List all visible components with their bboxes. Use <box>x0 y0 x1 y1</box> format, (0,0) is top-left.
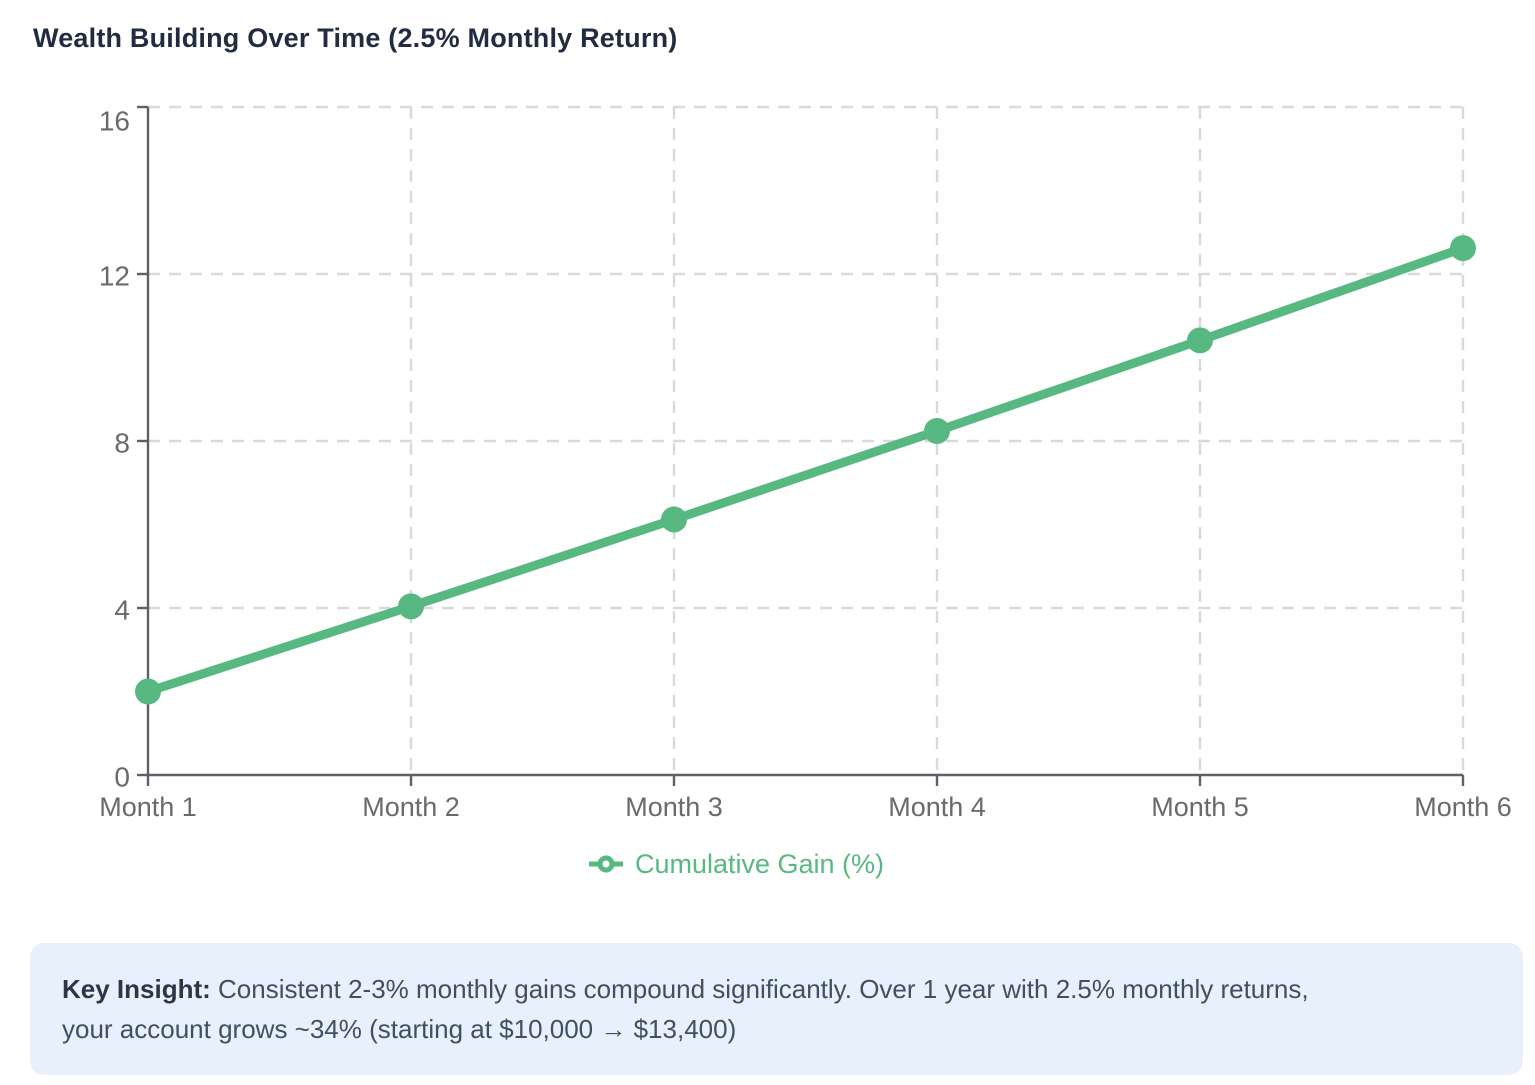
data-point-month-3[interactable] <box>661 506 687 533</box>
data-point-month-4[interactable] <box>924 417 950 444</box>
x-tick-label-5: Month 5 <box>1151 792 1249 822</box>
x-tick-label-1: Month 1 <box>99 792 197 822</box>
y-tick-label-4: 4 <box>114 595 130 626</box>
y-tick-label-0: 0 <box>114 762 130 793</box>
wealth-chart: 0 4 8 12 16 Month 1 Month 2 Month 3 Month 4 Month… <box>99 106 1512 823</box>
series-line-cumulative-gain <box>143 243 1468 696</box>
chart-title: Wealth Building Over Time (2.5% Monthly … <box>33 23 678 53</box>
data-point-month-6[interactable] <box>1450 235 1476 262</box>
data-point-month-1[interactable] <box>135 678 161 705</box>
key-insight-box: Key Insight: Consistent 2-3% monthly gai… <box>30 943 1523 1075</box>
legend-line-marker-icon <box>588 855 623 873</box>
key-insight-text: Key Insight: Consistent 2-3% monthly gai… <box>62 969 1491 1049</box>
y-tick-label-16: 16 <box>99 106 130 137</box>
x-tick-label-4: Month 4 <box>888 792 986 822</box>
data-point-month-5[interactable] <box>1187 327 1213 354</box>
x-tick-label-3: Month 3 <box>625 792 723 822</box>
x-tick-label-2: Month 2 <box>362 792 460 822</box>
legend-item-cumulative-gain[interactable]: Cumulative Gain (%) <box>634 848 885 879</box>
y-tick-label-8: 8 <box>114 428 130 459</box>
legend-marker-circle <box>597 855 615 873</box>
y-tick-label-12: 12 <box>99 261 130 292</box>
chart-legend: Cumulative Gain (%) <box>0 845 1472 883</box>
data-point-month-2[interactable] <box>398 593 424 620</box>
x-tick-label-6: Month 6 <box>1414 792 1512 822</box>
key-insight-body: Consistent 2-3% monthly gains compound s… <box>62 974 1309 1044</box>
key-insight-label: Key Insight: <box>62 974 211 1004</box>
